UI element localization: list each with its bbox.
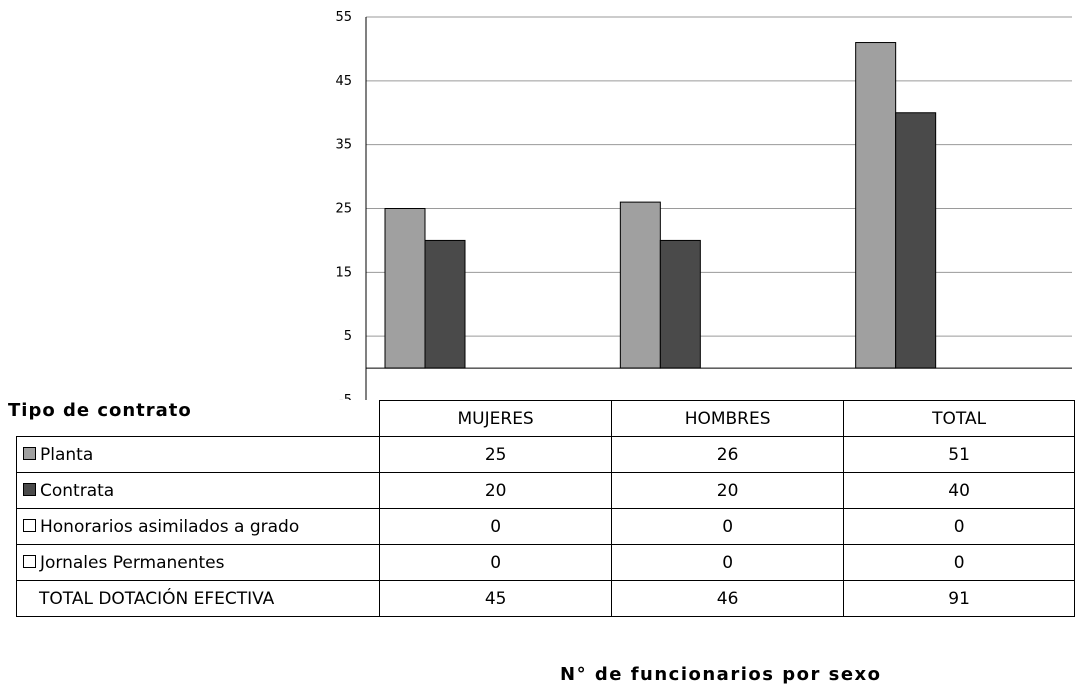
table-cell: 20 [379, 472, 613, 509]
column-header: MUJERES [379, 400, 613, 437]
series-name: Honorarios asimilados a grado [40, 516, 300, 537]
table-cell: 0 [843, 508, 1075, 545]
y-tick-label: 35 [335, 138, 352, 153]
table-row: Jornales Permanentes 0 0 0 [15, 544, 1075, 581]
table-cell: 91 [843, 580, 1075, 617]
legend-key-contrata [23, 482, 36, 496]
table-row: Contrata 20 20 40 [15, 472, 1075, 509]
table-total-row: TOTAL DOTACIÓN EFECTIVA 45 46 91 [15, 580, 1075, 617]
y-tick-label: 55 [335, 10, 352, 25]
bar-contrata-total [895, 112, 937, 369]
legend-row-label: Honorarios asimilados a grado [15, 508, 381, 545]
bar-planta-hombres [619, 201, 661, 369]
bar-planta-total [855, 42, 897, 369]
total-row-label: TOTAL DOTACIÓN EFECTIVA [15, 580, 381, 617]
y-tick-label: 5 [344, 329, 352, 344]
table-cell: 45 [379, 580, 613, 617]
table-row: Planta 25 26 51 [15, 436, 1075, 473]
table-cell: 0 [379, 544, 613, 581]
legend-key-planta [23, 446, 36, 460]
table-cell: 0 [611, 508, 845, 545]
bar-contrata-hombres [659, 239, 701, 369]
series-name: Planta [40, 444, 94, 465]
table-row: Honorarios asimilados a grado 0 0 0 [15, 508, 1075, 545]
series-name: Contrata [40, 480, 115, 501]
legend-key-jornales [23, 554, 36, 568]
table-cell: 40 [843, 472, 1075, 509]
legend-row-label: Contrata [15, 472, 381, 509]
y-tick-label: 25 [335, 202, 352, 217]
bar-chart: 55 45 35 25 15 5 -5 [335, 10, 1072, 400]
table-cell: 0 [611, 544, 845, 581]
y-tick-label: 45 [335, 74, 352, 89]
table-corner [17, 401, 380, 437]
table-cell: 26 [611, 436, 845, 473]
y-tick-label: 15 [335, 265, 352, 280]
table-cell: 46 [611, 580, 845, 617]
table-header-row: MUJERES HOMBRES TOTAL [17, 400, 1075, 437]
legend-row-label: Planta [15, 436, 381, 473]
legend-row-label: Jornales Permanentes [15, 544, 381, 581]
y-tick-label: -5 [339, 393, 352, 400]
y-axis-ticks: 55 45 35 25 15 5 -5 [335, 10, 352, 400]
bar-contrata-mujeres [424, 239, 466, 369]
data-table: MUJERES HOMBRES TOTAL Planta 25 26 51 Co… [15, 400, 1075, 617]
table-cell: 51 [843, 436, 1075, 473]
table-cell: 0 [379, 508, 613, 545]
table-cell: 0 [843, 544, 1075, 581]
table-cell: 25 [379, 436, 613, 473]
x-axis-title: N° de funcionarios por sexo [560, 664, 882, 685]
bars [384, 42, 937, 369]
column-header: HOMBRES [611, 400, 845, 437]
row-header-label: Tipo de contrato [8, 400, 192, 421]
series-name: Jornales Permanentes [40, 552, 225, 573]
gridlines [366, 16, 1072, 337]
column-header: TOTAL [843, 400, 1075, 437]
table-cell: 20 [611, 472, 845, 509]
legend-key-honorarios [23, 518, 36, 532]
bar-planta-mujeres [384, 208, 426, 369]
